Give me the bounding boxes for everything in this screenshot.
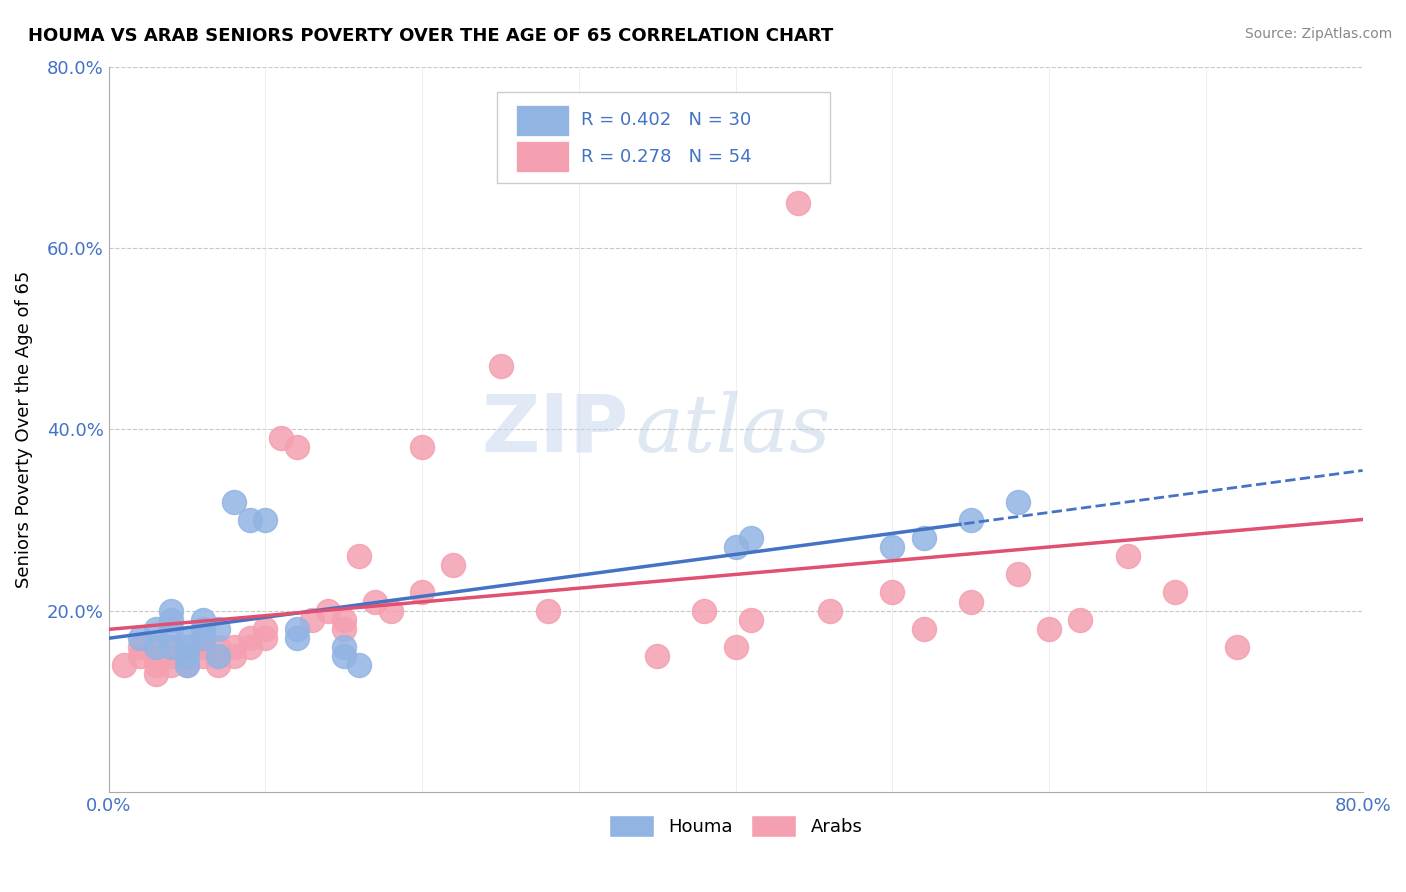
Point bbox=[207, 658, 229, 673]
Text: Source: ZipAtlas.com: Source: ZipAtlas.com bbox=[1244, 27, 1392, 41]
Point bbox=[1163, 585, 1185, 599]
Point bbox=[380, 604, 402, 618]
Point bbox=[129, 640, 152, 654]
Point bbox=[818, 604, 841, 618]
Point bbox=[740, 531, 762, 545]
Point bbox=[160, 640, 183, 654]
Point bbox=[1069, 613, 1091, 627]
Point bbox=[207, 640, 229, 654]
Point bbox=[1038, 622, 1060, 636]
Point bbox=[285, 631, 308, 645]
Point bbox=[332, 613, 354, 627]
Point bbox=[912, 622, 935, 636]
Text: R = 0.402   N = 30: R = 0.402 N = 30 bbox=[582, 112, 752, 129]
Point bbox=[1116, 549, 1139, 564]
Point bbox=[349, 549, 371, 564]
Point bbox=[959, 594, 981, 608]
Point bbox=[145, 640, 167, 654]
Point bbox=[145, 640, 167, 654]
Point bbox=[912, 531, 935, 545]
Point bbox=[160, 640, 183, 654]
Point bbox=[332, 648, 354, 663]
Point bbox=[176, 658, 198, 673]
Point bbox=[364, 594, 387, 608]
Point bbox=[882, 585, 904, 599]
Point bbox=[349, 658, 371, 673]
Point bbox=[222, 495, 245, 509]
Point bbox=[693, 604, 716, 618]
FancyBboxPatch shape bbox=[516, 105, 569, 136]
Point bbox=[239, 640, 262, 654]
Text: ZIP: ZIP bbox=[482, 391, 628, 468]
Point bbox=[129, 648, 152, 663]
Point bbox=[1007, 567, 1029, 582]
Point bbox=[285, 441, 308, 455]
Point bbox=[254, 622, 277, 636]
Point bbox=[254, 513, 277, 527]
Point bbox=[239, 631, 262, 645]
Point bbox=[443, 558, 465, 573]
Point bbox=[411, 585, 433, 599]
Point bbox=[191, 648, 214, 663]
Point bbox=[191, 640, 214, 654]
Text: HOUMA VS ARAB SENIORS POVERTY OVER THE AGE OF 65 CORRELATION CHART: HOUMA VS ARAB SENIORS POVERTY OVER THE A… bbox=[28, 27, 834, 45]
Point bbox=[191, 631, 214, 645]
Point bbox=[332, 640, 354, 654]
Point bbox=[239, 513, 262, 527]
Point bbox=[145, 648, 167, 663]
Point bbox=[489, 359, 512, 373]
Point bbox=[176, 631, 198, 645]
Point bbox=[176, 648, 198, 663]
Point bbox=[160, 622, 183, 636]
Point bbox=[222, 640, 245, 654]
Point bbox=[191, 640, 214, 654]
Point bbox=[222, 648, 245, 663]
Point bbox=[191, 622, 214, 636]
Point bbox=[207, 648, 229, 663]
Point bbox=[145, 622, 167, 636]
Point bbox=[332, 622, 354, 636]
Point bbox=[882, 540, 904, 554]
Point bbox=[1226, 640, 1249, 654]
FancyBboxPatch shape bbox=[498, 92, 830, 183]
Text: atlas: atlas bbox=[636, 391, 831, 468]
Legend: Houma, Arabs: Houma, Arabs bbox=[602, 808, 870, 845]
Point bbox=[145, 658, 167, 673]
Y-axis label: Seniors Poverty Over the Age of 65: Seniors Poverty Over the Age of 65 bbox=[15, 270, 32, 588]
Point bbox=[160, 604, 183, 618]
Point bbox=[411, 441, 433, 455]
Point bbox=[756, 150, 779, 164]
Point bbox=[285, 622, 308, 636]
Point bbox=[254, 631, 277, 645]
FancyBboxPatch shape bbox=[516, 141, 569, 172]
Text: R = 0.278   N = 54: R = 0.278 N = 54 bbox=[582, 147, 752, 166]
Point bbox=[740, 613, 762, 627]
Point bbox=[270, 431, 292, 445]
Point bbox=[301, 613, 323, 627]
Point bbox=[787, 195, 810, 210]
Point bbox=[160, 648, 183, 663]
Point bbox=[645, 648, 668, 663]
Point bbox=[176, 658, 198, 673]
Point bbox=[176, 640, 198, 654]
Point bbox=[1007, 495, 1029, 509]
Point bbox=[316, 604, 339, 618]
Point bbox=[191, 613, 214, 627]
Point bbox=[207, 648, 229, 663]
Point bbox=[160, 613, 183, 627]
Point bbox=[724, 540, 747, 554]
Point bbox=[112, 658, 135, 673]
Point bbox=[160, 658, 183, 673]
Point bbox=[145, 667, 167, 681]
Point bbox=[129, 631, 152, 645]
Point bbox=[959, 513, 981, 527]
Point bbox=[724, 640, 747, 654]
Point bbox=[536, 604, 558, 618]
Point bbox=[207, 622, 229, 636]
Point bbox=[176, 648, 198, 663]
